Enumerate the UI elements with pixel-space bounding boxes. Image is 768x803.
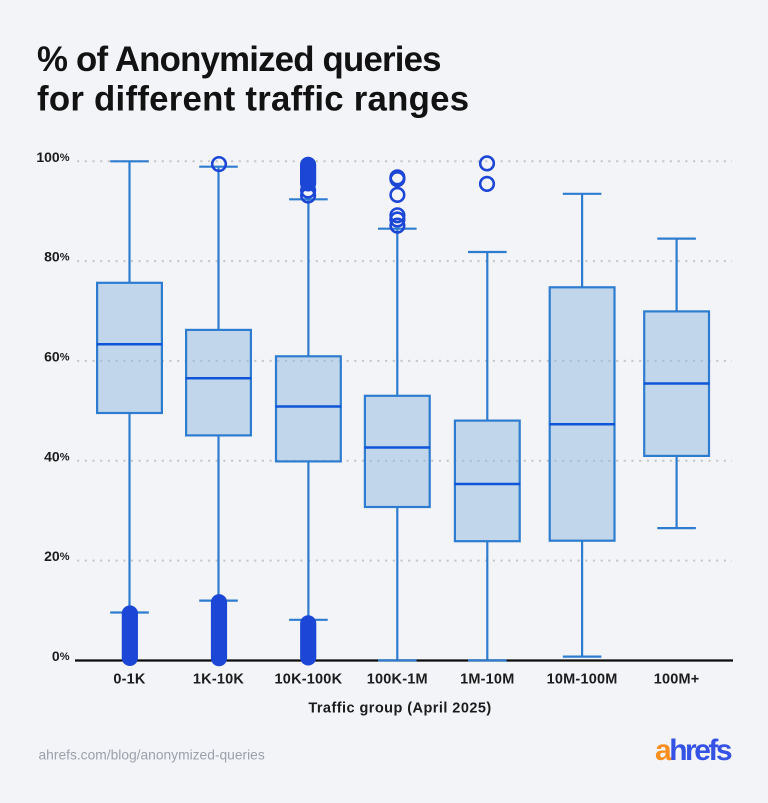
svg-text:ahrefs.com/blog/anonymized-que: ahrefs.com/blog/anonymized-queries bbox=[39, 748, 265, 763]
svg-text:1K-10K: 1K-10K bbox=[193, 672, 244, 688]
svg-text:Traffic group (April 2025): Traffic group (April 2025) bbox=[308, 701, 491, 717]
svg-text:100%: 100% bbox=[36, 149, 69, 165]
svg-text:100K-1M: 100K-1M bbox=[367, 672, 428, 688]
svg-text:1M-10M: 1M-10M bbox=[460, 672, 514, 688]
svg-text:10K-100K: 10K-100K bbox=[275, 672, 343, 688]
svg-text:100M+: 100M+ bbox=[654, 672, 700, 688]
svg-text:40%: 40% bbox=[44, 448, 70, 464]
svg-text:0-1K: 0-1K bbox=[113, 672, 146, 688]
svg-text:80%: 80% bbox=[44, 249, 70, 265]
svg-text:0%: 0% bbox=[52, 648, 70, 664]
svg-text:for different traffic ranges: for different traffic ranges bbox=[37, 80, 469, 119]
svg-text:60%: 60% bbox=[44, 349, 70, 365]
svg-text:ahrefs: ahrefs bbox=[655, 734, 732, 767]
svg-text:10M-100M: 10M-100M bbox=[547, 672, 618, 688]
svg-text:% of Anonymized queries: % of Anonymized queries bbox=[37, 40, 441, 79]
svg-text:20%: 20% bbox=[44, 548, 70, 564]
